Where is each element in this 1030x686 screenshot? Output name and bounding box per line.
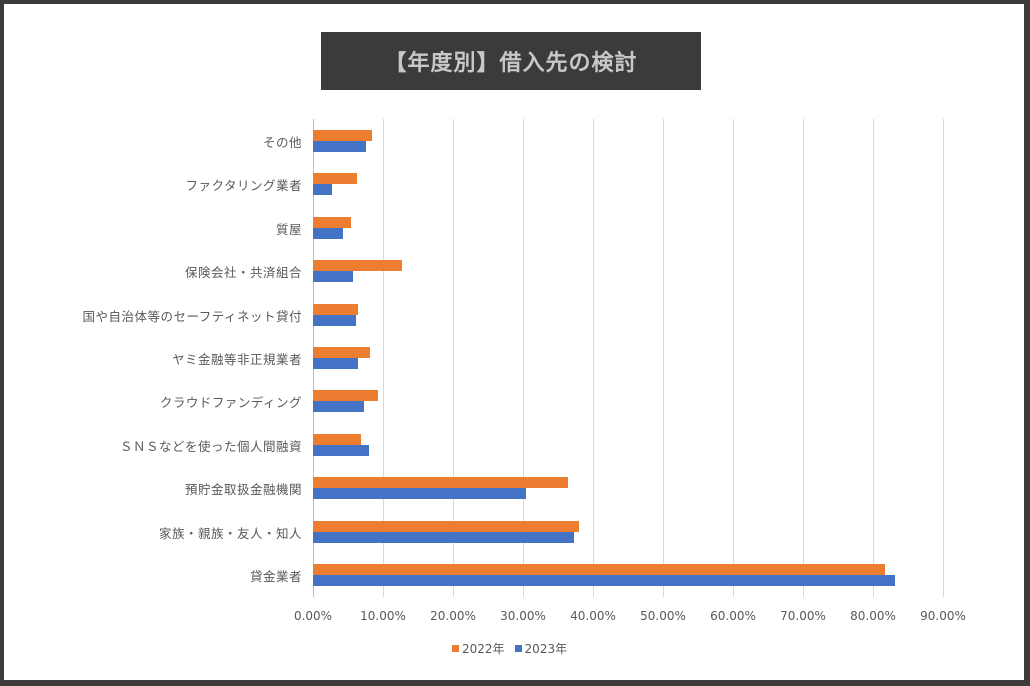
- x-tick-label: 80.00%: [850, 609, 896, 623]
- legend-item-2022: 2022年: [452, 640, 505, 657]
- category-group: [309, 293, 949, 336]
- gridline: [733, 119, 734, 597]
- bar-2022: [313, 129, 372, 141]
- category-group: [309, 467, 949, 510]
- category-group: [309, 423, 949, 466]
- category-label: 家族・親族・友人・知人: [158, 525, 302, 541]
- bar-2023: [313, 140, 367, 152]
- x-tick-label: 50.00%: [640, 609, 686, 623]
- gridline: [943, 119, 944, 597]
- chart-title-banner: 【年度別】借入先の検討: [321, 32, 701, 90]
- category-label: ファクタリング業者: [185, 178, 302, 194]
- x-tick-label: 10.00%: [360, 609, 406, 623]
- bar-2023: [313, 531, 575, 543]
- gridline: [803, 119, 804, 597]
- bar-2022: [313, 173, 358, 185]
- gridline: [663, 119, 664, 597]
- bar-2023: [313, 575, 895, 587]
- bar-2023: [313, 271, 353, 283]
- x-tick-label: 20.00%: [430, 609, 476, 623]
- category-label: クラウドファンディング: [159, 395, 302, 411]
- legend: 2022年 2023年: [452, 640, 567, 657]
- bar-2022: [313, 433, 362, 445]
- category-label: 預貯金取扱金融機関: [184, 482, 302, 498]
- category-group: [309, 249, 949, 292]
- category-group: [309, 510, 949, 553]
- x-tick-label: 90.00%: [920, 609, 966, 623]
- category-label: ヤミ金融等非正規業者: [171, 352, 302, 367]
- category-label: 保険会社・共済組合: [184, 265, 302, 281]
- plot-area: [309, 119, 949, 597]
- x-tick-label: 30.00%: [500, 609, 546, 623]
- bar-2023: [313, 488, 526, 500]
- bar-2023: [313, 227, 344, 239]
- bar-2022: [313, 303, 358, 315]
- bar-2022: [313, 260, 402, 272]
- gridline: [523, 119, 524, 597]
- legend-label-2022: 2022年: [462, 642, 505, 656]
- bar-2022: [313, 477, 568, 489]
- bar-2023: [313, 314, 356, 326]
- bar-2022: [313, 564, 885, 576]
- chart-title: 【年度別】借入先の検討: [384, 51, 638, 76]
- x-tick-label: 60.00%: [710, 609, 756, 623]
- legend-item-2023: 2023年: [514, 640, 568, 657]
- legend-label-2023: 2023年: [524, 642, 568, 656]
- gridline: [383, 119, 384, 597]
- category-label: 国や自治体等のセーフティネット貸付: [82, 308, 302, 324]
- category-label: ＳＮＳなどを使った個人間融資: [119, 438, 302, 454]
- legend-swatch-2022: [452, 645, 459, 652]
- gridline: [873, 119, 874, 597]
- category-label: 貸金業者: [249, 569, 302, 585]
- bar-2022: [313, 390, 379, 402]
- bar-2022: [313, 520, 579, 532]
- bar-2023: [313, 401, 365, 413]
- bar-2023: [313, 184, 332, 196]
- bar-2023: [313, 357, 358, 369]
- category-group: [309, 380, 949, 423]
- bar-2022: [313, 216, 351, 228]
- category-group: [309, 162, 949, 205]
- category-group: [309, 206, 949, 249]
- category-group: [309, 119, 949, 162]
- category-group: [309, 554, 949, 597]
- x-tick-label: 40.00%: [570, 609, 616, 623]
- bar-2022: [313, 346, 370, 358]
- x-tick-label: 0.00%: [293, 609, 333, 623]
- category-label: その他: [262, 134, 302, 150]
- category-group: [309, 336, 949, 379]
- legend-swatch-2023: [514, 645, 522, 652]
- gridline: [453, 119, 454, 597]
- gridline: [593, 119, 594, 597]
- x-tick-label: 70.00%: [780, 609, 826, 623]
- category-label: 質屋: [275, 221, 302, 237]
- bar-2023: [313, 444, 369, 456]
